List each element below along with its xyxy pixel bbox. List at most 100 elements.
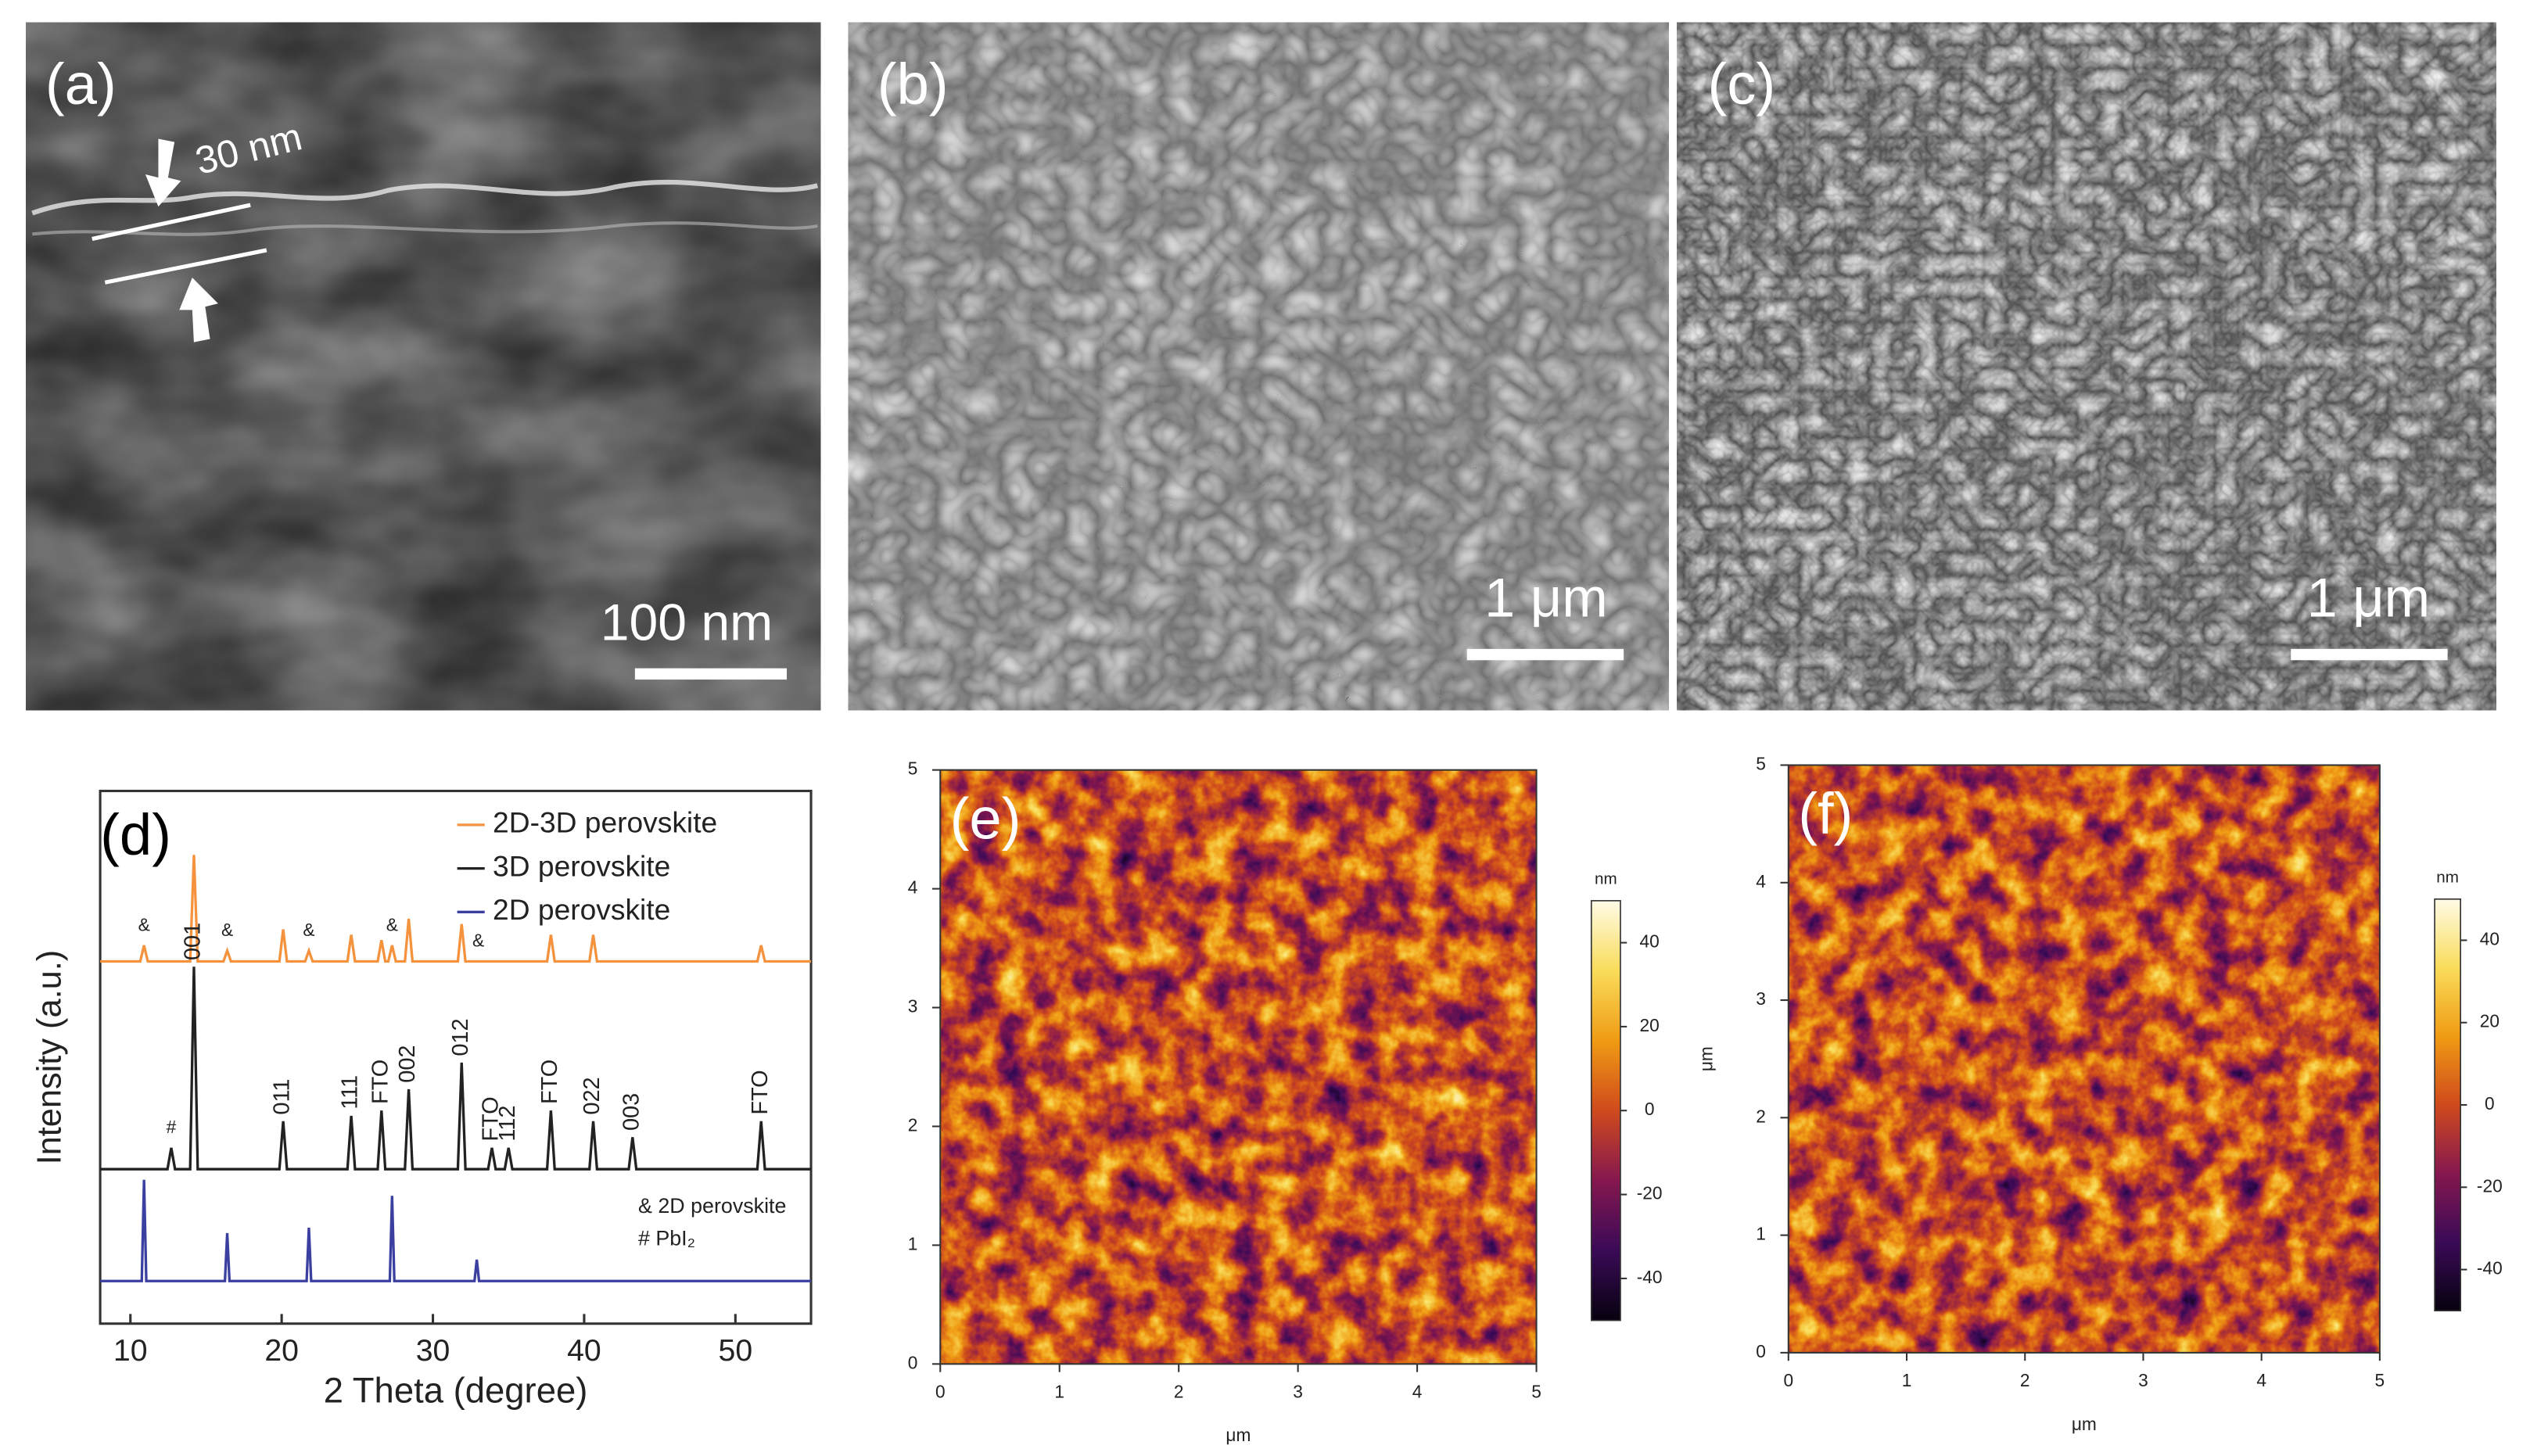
afm-image (940, 769, 1537, 1365)
legend-label: 2D-3D perovskite (493, 806, 717, 839)
y-tick-label: 5 (1756, 753, 1766, 773)
scale-bar-label: 1 μm (1484, 567, 1608, 629)
legend-label: 2D perovskite (493, 893, 670, 926)
y-tick-label: 3 (908, 996, 918, 1017)
colorbar (1590, 900, 1621, 1322)
sem-image (26, 22, 821, 711)
x-tick-label: 50 (719, 1333, 753, 1368)
peak-label: FTO (748, 1070, 773, 1114)
legend-note: # PbI₂ (638, 1226, 695, 1250)
xrd-line (100, 1179, 812, 1282)
xrd-line (100, 855, 812, 963)
panel-label: (d) (100, 802, 171, 867)
y-tick-label: 3 (1756, 988, 1766, 1009)
legend-note: & 2D perovskite (638, 1194, 786, 1218)
x-tick-label: 0 (1783, 1370, 1793, 1390)
plot-frame (99, 789, 813, 1325)
x-tick-label: 5 (2375, 1370, 2385, 1390)
x-tick-label: 10 (113, 1333, 148, 1368)
colorbar-tick-label: 0 (2485, 1093, 2495, 1114)
x-tick-label: 3 (1293, 1381, 1303, 1401)
y-tick-label: 2 (1756, 1106, 1766, 1126)
film-edge (32, 221, 818, 236)
x-tick-label: 40 (567, 1333, 601, 1368)
sem-image (848, 22, 1669, 711)
y-tick-label: 4 (908, 877, 918, 898)
x-tick-label: 4 (1412, 1381, 1423, 1401)
arrow (145, 138, 181, 207)
y-tick-label: 1 (908, 1233, 918, 1253)
plot-frame (1787, 764, 2381, 1354)
y-tick-label: 0 (908, 1352, 918, 1372)
panel-label: (e) (950, 786, 1021, 851)
x-tick-label: 3 (2138, 1370, 2148, 1390)
peak-label: 022 (580, 1077, 605, 1114)
colorbar-tick-label: 20 (1640, 1015, 1660, 1035)
xrd-line (100, 966, 812, 1171)
peak-label: 111 (338, 1075, 363, 1110)
colorbar-tick-label: 40 (1640, 931, 1660, 952)
y-tick-label: 0 (1756, 1341, 1766, 1361)
colorbar-tick-label: -40 (1637, 1267, 1663, 1287)
peak-label: # (167, 1117, 177, 1137)
x-tick-label: 5 (1531, 1381, 1541, 1401)
x-tick-label: 4 (2256, 1370, 2266, 1390)
peak-label: & (303, 920, 314, 940)
peak-label: FTO (479, 1096, 504, 1141)
x-axis-label: 2 Theta (degree) (324, 1371, 588, 1411)
thickness-line (104, 248, 267, 285)
scale-bar-label: 1 μm (2307, 567, 2431, 629)
colorbar-tick-label: -40 (2477, 1258, 2503, 1278)
peak-label: FTO (537, 1060, 562, 1104)
sem-image (1677, 22, 2496, 711)
y-tick-label: 2 (908, 1114, 918, 1135)
colorbar-tick-label: -20 (2477, 1175, 2503, 1196)
legend-label: 3D perovskite (493, 849, 670, 882)
x-tick-label: 1 (1054, 1381, 1064, 1401)
x-axis-label: μm (2072, 1414, 2097, 1434)
peak-label: & (221, 920, 233, 940)
plot-frame (939, 769, 1538, 1365)
peak-label: & (138, 914, 150, 934)
colorbar-tick-label: 40 (2480, 928, 2499, 949)
arrow (179, 278, 218, 342)
y-axis-label: Intensity (a.u.) (31, 950, 69, 1165)
colorbar-label: nm (1595, 870, 1617, 888)
x-tick-label: 30 (416, 1333, 450, 1368)
scale-bar (634, 668, 788, 680)
x-tick-label: 1 (1902, 1370, 1912, 1390)
x-tick-label: 20 (264, 1333, 299, 1368)
peak-label: 012 (448, 1018, 473, 1056)
x-tick-label: 2 (2020, 1370, 2030, 1390)
panel-label: (c) (1708, 52, 1776, 117)
x-tick-label: 2 (1174, 1381, 1184, 1401)
scale-bar-label: 100 nm (601, 594, 773, 651)
y-tick-label: 5 (908, 758, 918, 779)
colorbar-tick-label: 20 (2480, 1011, 2499, 1031)
colorbar (2434, 898, 2461, 1312)
panel-label: (b) (877, 52, 949, 117)
afm-image (1788, 765, 2380, 1353)
peak-label: 002 (395, 1045, 420, 1083)
y-axis-label: μm (1696, 1046, 1717, 1071)
colorbar-tick-label: 0 (1645, 1099, 1655, 1119)
peak-label: FTO (368, 1060, 393, 1104)
x-tick-label: 0 (935, 1381, 946, 1401)
colorbar-tick-label: -20 (1637, 1183, 1663, 1203)
thickness-line (92, 203, 251, 242)
panel-label: (f) (1798, 781, 1853, 846)
scale-bar (2291, 648, 2448, 661)
scale-bar (1466, 648, 1624, 661)
y-tick-label: 4 (1756, 871, 1766, 891)
peak-label: 001 (181, 923, 206, 960)
colorbar-label: nm (2436, 868, 2459, 886)
y-tick-label: 1 (1756, 1224, 1766, 1244)
peak-label: & (386, 914, 398, 934)
peak-label: & (472, 931, 484, 951)
peak-label: 011 (270, 1079, 295, 1115)
peak-label: 003 (619, 1093, 644, 1131)
panel-label: (a) (45, 52, 117, 117)
peak-label: 112 (495, 1106, 520, 1142)
